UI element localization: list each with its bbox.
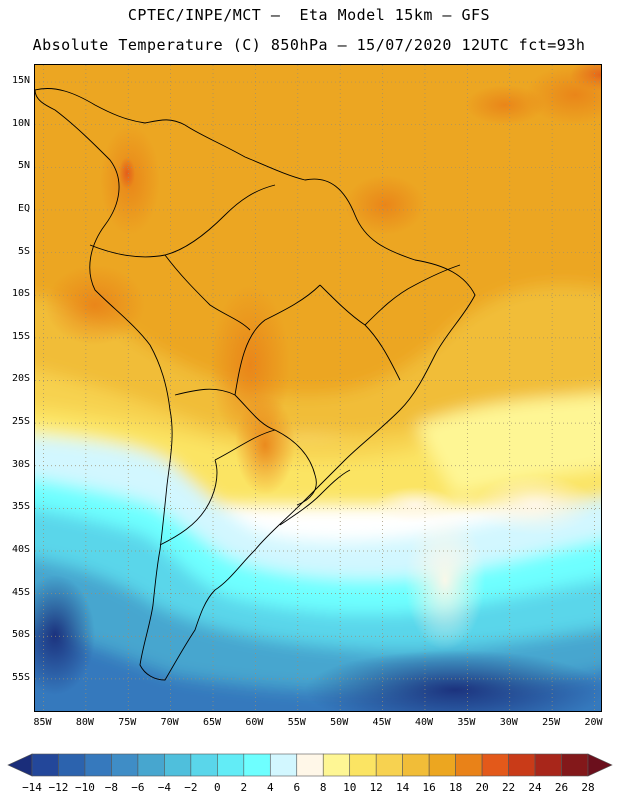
- colorbar-tick-label: 20: [475, 781, 489, 794]
- longitude-label: 30W: [499, 717, 518, 728]
- longitude-label: 60W: [245, 717, 264, 728]
- temperature-colorbar: [7, 753, 613, 777]
- colorbar-segment: [561, 753, 589, 777]
- latitude-label: 15N: [11, 75, 30, 87]
- colorbar-tick-label: 6: [293, 781, 301, 794]
- colorbar-tick-label: 26: [554, 781, 569, 794]
- map-title: CPTEC/INPE/MCT – Eta Model 15km – GFS: [127, 6, 491, 24]
- colorbar-tick-label: 14: [396, 781, 410, 794]
- latitude-label: EQ: [17, 202, 30, 214]
- longitude-label: 40W: [414, 717, 433, 728]
- latitude-label: 15S: [11, 330, 30, 342]
- colorbar-segment: [31, 753, 59, 777]
- colorbar-segment: [243, 753, 271, 777]
- longitude-label: 85W: [33, 717, 52, 728]
- colorbar-tick-label: 8: [319, 781, 327, 794]
- colorbar-segment: [322, 753, 351, 777]
- latitude-label: 20S: [11, 373, 30, 385]
- longitude-label: 55W: [287, 717, 306, 728]
- colorbar-tick-label: 22: [501, 781, 516, 794]
- colorbar-tick-label: −12: [48, 781, 69, 794]
- colorbar-segment: [296, 753, 324, 777]
- colorbar-segment: [534, 753, 562, 777]
- latitude-label: 5N: [17, 160, 30, 172]
- longitude-label: 75W: [118, 717, 137, 728]
- colorbar-segment: [402, 753, 430, 777]
- colorbar-tick-label: −10: [75, 781, 95, 794]
- colorbar-tick-label: 0: [214, 781, 221, 794]
- continent-outline: [35, 88, 476, 681]
- colorbar-tick-label: 28: [581, 781, 595, 794]
- colorbar-tick-label: 10: [343, 781, 357, 794]
- longitude-label: 45W: [372, 717, 391, 728]
- longitude-label: 80W: [75, 717, 94, 728]
- map-subtitle: Absolute Temperature (C) 850hPa – 15/07/…: [32, 36, 586, 54]
- longitude-label: 25W: [542, 717, 561, 728]
- colorbar-tick-label: 16: [422, 781, 436, 794]
- colorbar-tick-label: −14: [22, 781, 42, 794]
- colorbar-tick-label: 4: [266, 781, 274, 794]
- graticule: [35, 65, 601, 711]
- colorbar-segment: [455, 753, 483, 777]
- temperature-field: [35, 65, 601, 711]
- colorbar-segment: [137, 753, 165, 777]
- colorbar-segment: [58, 753, 86, 777]
- colorbar-tick-label: −6: [131, 781, 145, 794]
- colorbar-segment: [349, 753, 377, 777]
- colorbar-segment: [111, 753, 139, 777]
- longitude-label: 70W: [160, 717, 179, 728]
- colorbar-tick-label: −4: [157, 781, 171, 794]
- latitude-label: 30S: [11, 458, 30, 470]
- colorbar-segment: [375, 753, 403, 777]
- latitude-label: 5S: [17, 245, 30, 257]
- colorbar-tick-label: 18: [448, 781, 463, 794]
- colorbar-segment: [217, 753, 245, 777]
- colorbar-tick-label: 24: [528, 781, 542, 794]
- colorbar-arrow-low: [7, 753, 33, 777]
- latitude-label: 45S: [11, 586, 30, 598]
- latitude-label: 25S: [11, 416, 30, 428]
- colorbar-segment: [190, 753, 218, 777]
- colorbar-tick-label: 12: [369, 781, 383, 794]
- colorbar-arrow-high: [587, 753, 613, 777]
- colorbar-segment: [269, 753, 298, 777]
- latitude-label: 10N: [11, 117, 30, 129]
- latitude-label: 50S: [11, 629, 30, 641]
- latitude-label: 10S: [11, 288, 30, 300]
- colorbar-segment: [164, 753, 192, 777]
- colorbar-segment: [481, 753, 509, 777]
- latitude-label: 35S: [11, 501, 30, 513]
- colorbar-segment: [508, 753, 536, 777]
- longitude-label: 50W: [330, 717, 349, 728]
- colorbar-segment: [428, 753, 456, 777]
- longitude-label: 65W: [202, 717, 222, 728]
- colorbar-tick-label: −8: [104, 781, 119, 794]
- colorbar-tick-label: 2: [240, 781, 248, 794]
- temperature-map: [34, 64, 602, 712]
- colorbar-segment: [84, 753, 112, 777]
- longitude-label: 35W: [457, 717, 476, 728]
- longitude-label: 20W: [584, 717, 603, 728]
- colorbar-tick-label: −2: [184, 781, 198, 794]
- latitude-label: 55S: [11, 671, 30, 683]
- latitude-label: 40S: [11, 544, 30, 555]
